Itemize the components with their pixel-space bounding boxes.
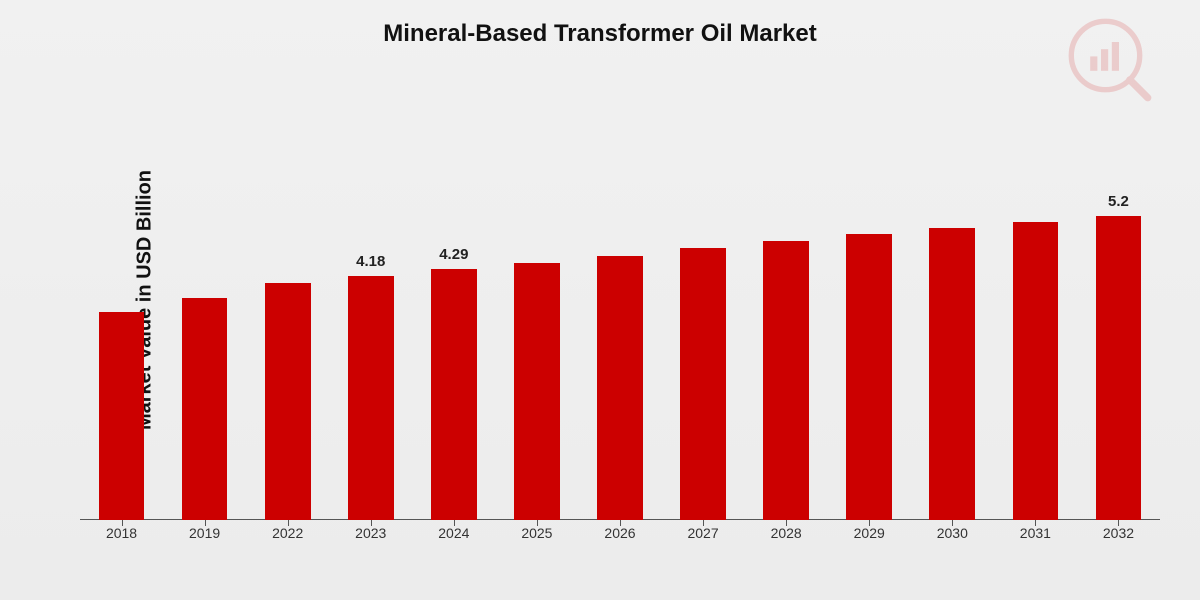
bar-value-label: 4.29 bbox=[412, 246, 495, 263]
watermark-logo-icon bbox=[1065, 15, 1155, 105]
x-axis-tick-label: 2032 bbox=[1077, 525, 1160, 541]
x-axis-tick-label: 2028 bbox=[745, 525, 828, 541]
bar-value-label: 5.2 bbox=[1077, 193, 1160, 210]
bar-slot bbox=[495, 140, 578, 520]
bar-slot bbox=[246, 140, 329, 520]
x-axis-tick-label: 2029 bbox=[828, 525, 911, 541]
x-axis-tick-label: 2026 bbox=[578, 525, 661, 541]
bar-value-label: 4.18 bbox=[329, 253, 412, 270]
bar-slot bbox=[911, 140, 994, 520]
chart-container: Mineral-Based Transformer Oil Market Mar… bbox=[0, 0, 1200, 600]
bar-slot bbox=[994, 140, 1077, 520]
bar bbox=[431, 269, 477, 520]
bar bbox=[597, 256, 643, 520]
x-axis-tick-label: 2031 bbox=[994, 525, 1077, 541]
bar bbox=[763, 241, 809, 520]
x-axis-tick-label: 2025 bbox=[495, 525, 578, 541]
bar bbox=[265, 283, 311, 520]
bar-slot bbox=[828, 140, 911, 520]
bar bbox=[929, 228, 975, 520]
bar-slot: 4.29 bbox=[412, 140, 495, 520]
plot-area: 4.184.29 5.2 bbox=[80, 140, 1160, 520]
bar bbox=[514, 263, 560, 520]
x-axis-tick-label: 2024 bbox=[412, 525, 495, 541]
chart-title: Mineral-Based Transformer Oil Market bbox=[0, 20, 1200, 48]
bar bbox=[348, 276, 394, 520]
bar-slot bbox=[745, 140, 828, 520]
bar-slot: 5.2 bbox=[1077, 140, 1160, 520]
bar bbox=[182, 298, 228, 520]
x-axis-tick-label: 2030 bbox=[911, 525, 994, 541]
bar-slot bbox=[80, 140, 163, 520]
bar bbox=[1096, 216, 1142, 520]
bar-slot: 4.18 bbox=[329, 140, 412, 520]
x-axis-tick-label: 2027 bbox=[662, 525, 745, 541]
bar-slot bbox=[163, 140, 246, 520]
bar bbox=[680, 248, 726, 520]
bar bbox=[1013, 222, 1059, 520]
bar bbox=[846, 234, 892, 520]
bar-slot bbox=[578, 140, 661, 520]
bar bbox=[99, 312, 145, 520]
bar-slot bbox=[662, 140, 745, 520]
x-axis-tick-label: 2019 bbox=[163, 525, 246, 541]
x-axis-tick-label: 2018 bbox=[80, 525, 163, 541]
x-axis-tick-label: 2023 bbox=[329, 525, 412, 541]
x-axis-tick-label: 2022 bbox=[246, 525, 329, 541]
